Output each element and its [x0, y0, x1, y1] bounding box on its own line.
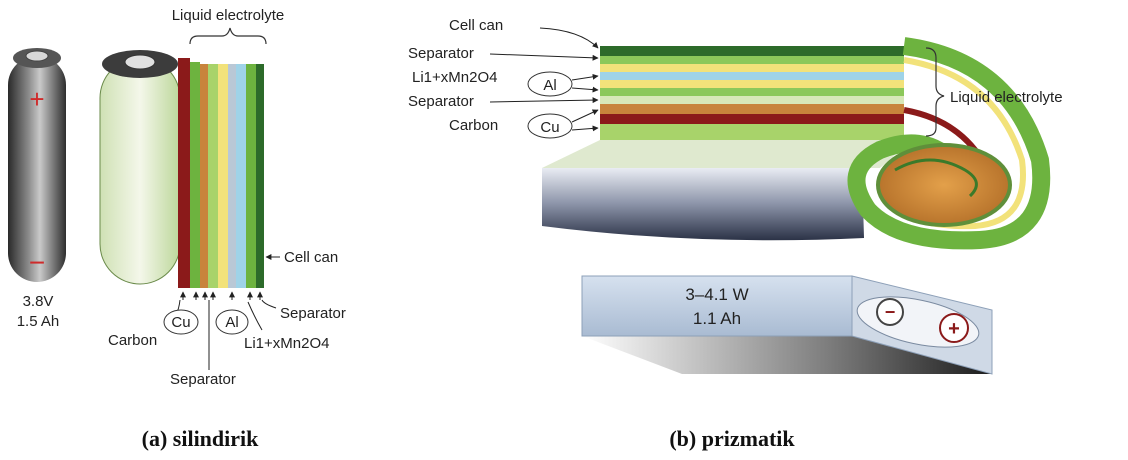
- separator-label-right: Separator: [280, 305, 346, 322]
- panel-b-prismatic: Cell can Separator Li1+xMn2O4 Al Separat…: [408, 17, 1063, 451]
- cell-can-label-b: Cell can: [449, 17, 503, 34]
- flat-cell-power-label: 3–4.1 W: [685, 285, 748, 304]
- cell-voltage-label: 3.8V: [23, 293, 54, 310]
- liquid-electrolyte-label-a: Liquid electrolyte: [172, 7, 285, 24]
- panel-a-cylindrical: + − 3.8V 1.5 Ah Liquid electrolyte Cell …: [8, 7, 346, 451]
- rolled-core: [876, 143, 1012, 227]
- separator-label-bottom: Separator: [170, 371, 236, 388]
- liquid-electrolyte-label-b: Liquid electrolyte: [950, 89, 1063, 106]
- electrolyte-bracket: [189, 27, 267, 45]
- cell-can-label-a: Cell can: [284, 249, 338, 266]
- cell-capacity-label: 1.5 Ah: [17, 313, 60, 330]
- panel-b-arrows: [489, 27, 599, 132]
- cu-label-b: Cu: [540, 119, 559, 136]
- caption-b: (b) prizmatik: [669, 426, 795, 451]
- flat-prismatic-cell: [581, 275, 993, 375]
- separator-label-b-top: Separator: [408, 45, 474, 62]
- cathode-label-a: Li1+xMn2O4: [244, 335, 329, 352]
- small-cylindrical-cell: + −: [8, 48, 66, 282]
- flat-cell-plus: +: [948, 318, 960, 340]
- carbon-label-b: Carbon: [449, 117, 498, 134]
- al-label-b: Al: [543, 77, 556, 94]
- electrolyte-bracket-b: [925, 47, 945, 137]
- flat-cell-capacity-label: 1.1 Ah: [693, 309, 741, 328]
- cell-plus-sign: +: [29, 84, 44, 114]
- carbon-label-a: Carbon: [108, 332, 157, 349]
- cell-minus-sign: −: [29, 247, 45, 278]
- cathode-label-b: Li1+xMn2O4: [412, 69, 497, 86]
- prismatic-tube-body: [542, 168, 864, 241]
- al-label-a: Al: [225, 314, 238, 331]
- flat-cell-minus: −: [885, 302, 896, 322]
- separator-label-b-mid: Separator: [408, 93, 474, 110]
- cu-label-a: Cu: [171, 314, 190, 331]
- caption-a: (a) silindirik: [142, 426, 260, 451]
- jelly-roll-cutaway: [99, 50, 264, 288]
